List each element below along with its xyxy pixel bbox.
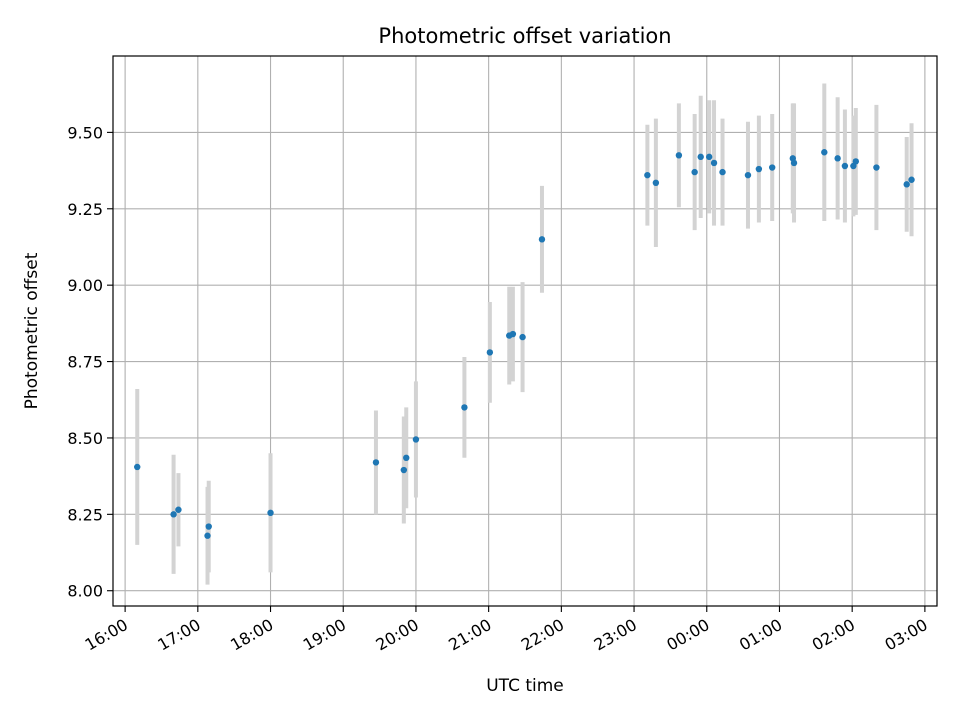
y-axis-title: Photometric offset bbox=[22, 252, 42, 409]
plot-frame bbox=[112, 55, 938, 607]
data-point bbox=[519, 333, 526, 341]
y-tick-label: 8.50 bbox=[67, 429, 103, 448]
data-point bbox=[509, 330, 517, 338]
data-point bbox=[400, 466, 408, 474]
data-point bbox=[705, 153, 713, 161]
y-tick-label: 8.75 bbox=[67, 353, 103, 372]
data-point bbox=[769, 164, 776, 171]
y-tick-label: 9.00 bbox=[67, 276, 103, 295]
chart-title: Photometric offset variation bbox=[378, 24, 671, 48]
data-point bbox=[903, 181, 910, 188]
data-points bbox=[134, 149, 915, 539]
data-point bbox=[710, 159, 718, 167]
data-point bbox=[644, 171, 651, 179]
data-point bbox=[744, 171, 752, 179]
data-point bbox=[755, 165, 763, 173]
data-point bbox=[852, 158, 860, 165]
data-point bbox=[691, 168, 698, 176]
y-tick-label: 9.50 bbox=[67, 123, 103, 142]
data-point bbox=[790, 159, 798, 167]
data-point bbox=[908, 176, 915, 183]
data-point bbox=[821, 149, 828, 156]
data-point bbox=[675, 152, 683, 159]
data-point bbox=[403, 454, 410, 462]
data-point bbox=[697, 153, 704, 161]
data-point bbox=[267, 509, 274, 517]
data-point bbox=[204, 532, 211, 539]
data-point bbox=[175, 506, 182, 513]
data-point bbox=[486, 349, 494, 356]
y-tick-label: 9.25 bbox=[67, 200, 103, 219]
data-point bbox=[134, 463, 141, 471]
data-point bbox=[873, 164, 880, 171]
data-point bbox=[205, 523, 212, 530]
data-point bbox=[719, 168, 726, 176]
data-point bbox=[412, 436, 420, 443]
data-point bbox=[372, 459, 380, 466]
x-axis-title: UTC time bbox=[486, 676, 564, 696]
data-point bbox=[461, 404, 468, 411]
y-tick-label: 8.00 bbox=[67, 582, 103, 601]
y-tick-label: 8.25 bbox=[67, 505, 103, 524]
data-point bbox=[538, 236, 546, 243]
y-axis-ticks: 8.00 8.25 8.50 8.75 9.00 9.25 9.50 bbox=[67, 123, 113, 601]
data-point bbox=[170, 511, 177, 518]
data-point bbox=[834, 155, 841, 162]
data-point bbox=[841, 162, 849, 170]
data-point bbox=[652, 179, 660, 187]
